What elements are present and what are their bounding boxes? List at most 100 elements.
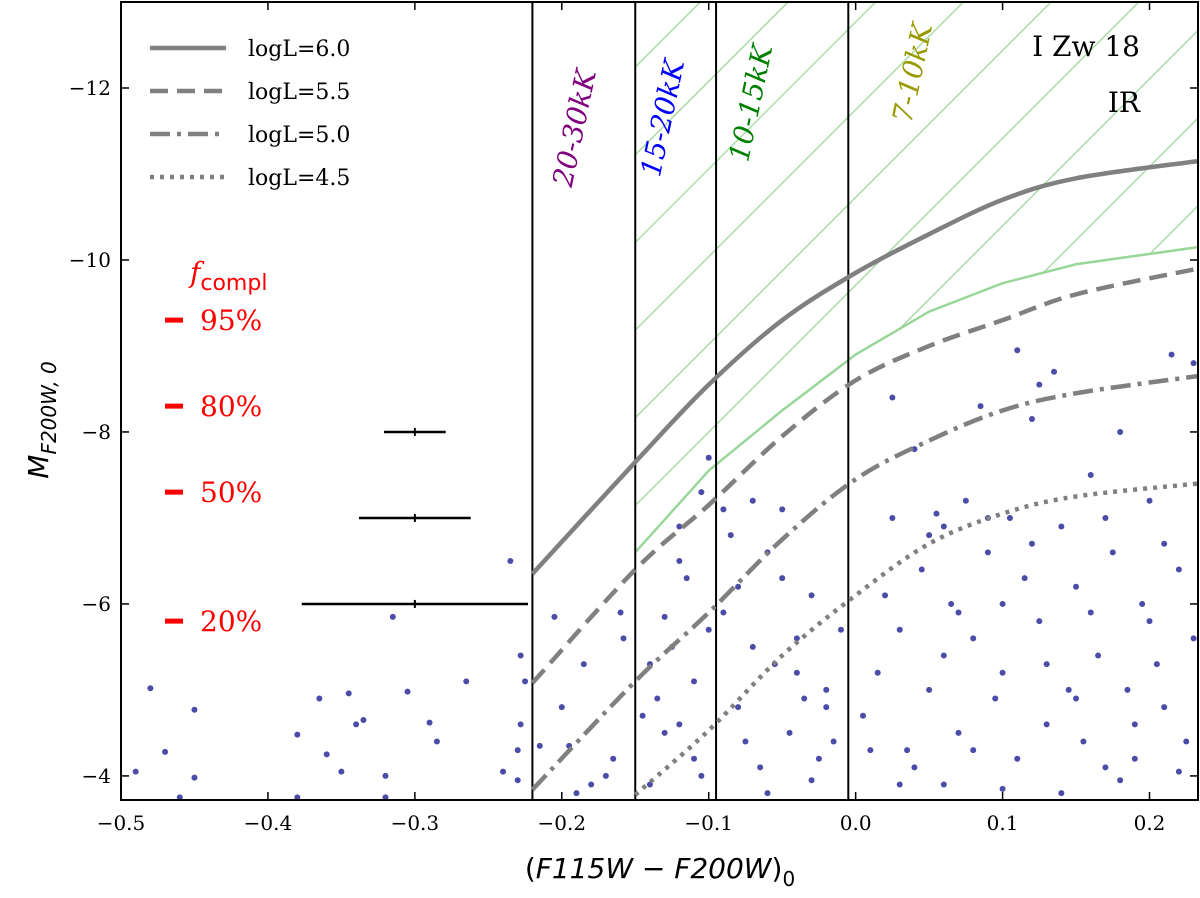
- data-point: [1146, 497, 1153, 504]
- data-point: [639, 712, 646, 719]
- data-point: [617, 609, 624, 616]
- data-point: [698, 489, 705, 496]
- data-point: [801, 695, 808, 702]
- data-point: [1073, 695, 1080, 702]
- data-point: [874, 669, 881, 676]
- plot-area: 20-30kK 15-20kK 10-15kK 7-10kK: [132, 2, 1198, 800]
- data-point: [720, 609, 727, 616]
- legend-label: logL=5.0: [248, 123, 350, 148]
- data-point: [610, 755, 617, 762]
- data-point: [176, 794, 183, 800]
- data-point: [132, 768, 139, 775]
- data-point: [1058, 790, 1065, 797]
- data-point: [984, 549, 991, 556]
- data-point: [735, 704, 742, 711]
- data-point: [742, 738, 749, 745]
- data-point: [433, 738, 440, 745]
- data-point: [808, 592, 815, 599]
- data-point: [1014, 347, 1021, 354]
- data-point: [698, 772, 705, 779]
- data-point: [889, 514, 896, 521]
- y-label-main: M: [22, 455, 55, 479]
- data-point: [859, 712, 866, 719]
- data-point: [940, 652, 947, 659]
- data-point: [691, 755, 698, 762]
- data-point: [793, 669, 800, 676]
- data-point: [926, 686, 933, 693]
- data-point: [1153, 661, 1160, 668]
- x-tick-label: −0.5: [97, 811, 146, 835]
- data-point: [1058, 523, 1065, 530]
- x-label-main: F115W − F200W: [536, 852, 773, 885]
- data-point: [1190, 360, 1197, 367]
- data-point: [999, 669, 1006, 676]
- x-tick-label: −0.1: [684, 811, 733, 835]
- series-line-logL-5-5: [530, 266, 1198, 685]
- completeness-label: 50%: [200, 476, 262, 509]
- data-point: [823, 686, 830, 693]
- data-point: [683, 575, 690, 582]
- x-label-open: (: [525, 852, 536, 885]
- data-point: [1168, 351, 1175, 358]
- data-point: [705, 626, 712, 633]
- data-point: [580, 661, 587, 668]
- data-point: [676, 721, 683, 728]
- object-label-line1: I Zw 18: [1032, 30, 1140, 63]
- data-point: [507, 557, 514, 564]
- temperature-label: 20-30kK: [546, 65, 604, 191]
- data-point: [345, 690, 352, 697]
- data-point: [654, 695, 661, 702]
- x-label-sub: 0: [782, 867, 795, 891]
- data-point: [191, 774, 198, 781]
- series-line-logL-5-0: [530, 373, 1198, 792]
- data-point: [1117, 428, 1124, 435]
- data-point: [999, 785, 1006, 792]
- data-point: [1028, 416, 1035, 423]
- series-line-logL-4-5: [633, 481, 1198, 797]
- data-point: [661, 613, 668, 620]
- x-tick-label: −0.4: [244, 811, 293, 835]
- y-tick-label: −4: [82, 764, 111, 788]
- y-tick-label: −12: [69, 76, 111, 100]
- data-point: [1021, 575, 1028, 582]
- data-point: [536, 742, 543, 749]
- data-point: [463, 678, 470, 685]
- data-point: [1087, 609, 1094, 616]
- data-point: [1124, 686, 1131, 693]
- data-point: [926, 532, 933, 539]
- x-tick-label: 0.2: [1134, 811, 1166, 835]
- data-point: [830, 738, 837, 745]
- legend-label: logL=6.0: [248, 37, 350, 62]
- data-point: [757, 764, 764, 771]
- series-line-logL-6-0: [530, 158, 1198, 576]
- data-point: [323, 751, 330, 758]
- data-point: [1161, 704, 1168, 711]
- data-point: [970, 635, 977, 642]
- y-axis-label: MF200W, 0: [22, 361, 61, 478]
- data-point: [977, 403, 984, 410]
- data-point: [779, 506, 786, 513]
- data-point: [837, 626, 844, 633]
- data-point: [992, 695, 999, 702]
- data-point: [1014, 755, 1021, 762]
- data-point: [823, 704, 830, 711]
- data-point: [1006, 514, 1013, 521]
- data-point: [896, 781, 903, 788]
- data-point: [1146, 618, 1153, 625]
- legend: logL=6.0 logL=5.5 logL=5.0 logL=4.5: [150, 37, 350, 191]
- data-point: [426, 719, 433, 726]
- data-point: [940, 781, 947, 788]
- data-point: [955, 609, 962, 616]
- data-point: [896, 626, 903, 633]
- axes: 95% 80% 50% 20% −0.5 −0.4 −0.3 −0.2 −0.1 0.0 0.1 0.…: [69, 2, 1198, 835]
- x-label-close: ): [772, 852, 783, 885]
- data-point: [676, 523, 683, 530]
- data-point: [360, 717, 367, 724]
- data-point: [970, 747, 977, 754]
- data-point: [1043, 721, 1050, 728]
- data-point: [1065, 686, 1072, 693]
- legend-label: logL=4.5: [248, 166, 350, 191]
- data-point: [1051, 368, 1058, 375]
- data-point: [522, 678, 529, 685]
